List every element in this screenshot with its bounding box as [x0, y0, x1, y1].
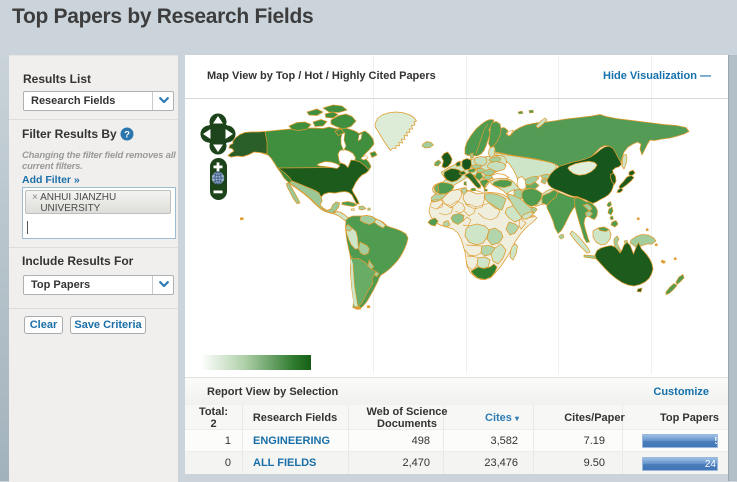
- svg-text:?: ?: [124, 130, 130, 141]
